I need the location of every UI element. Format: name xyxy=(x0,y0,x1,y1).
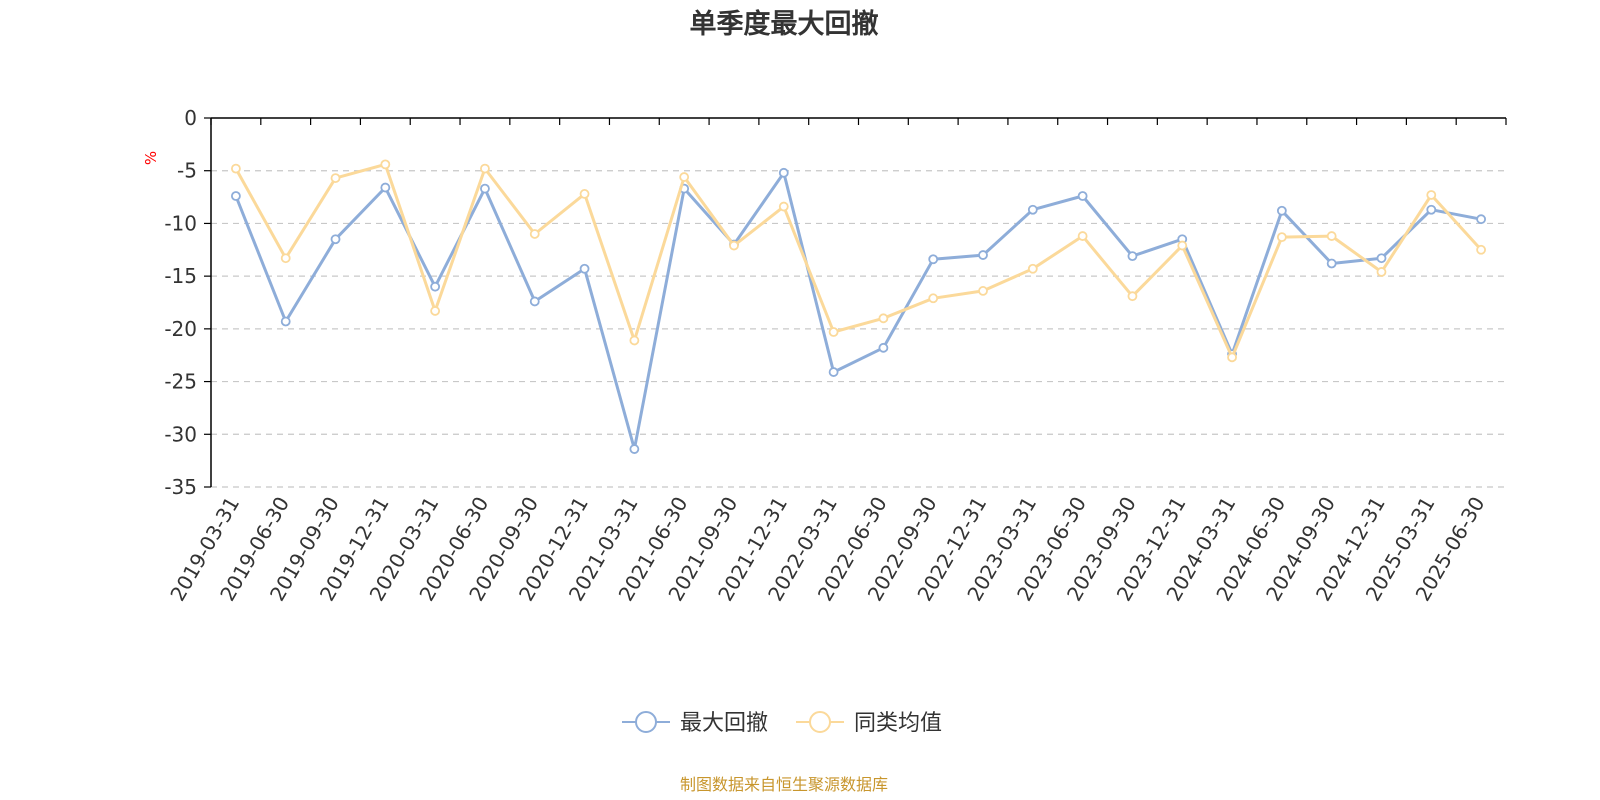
data-point[interactable] xyxy=(1426,204,1437,215)
series-lines xyxy=(231,159,1486,454)
legend-item[interactable]: 最大回撤 xyxy=(622,711,768,736)
source-note: 制图数据来自恒生聚源数据库 xyxy=(680,775,888,794)
data-point[interactable] xyxy=(1027,263,1038,274)
data-point[interactable] xyxy=(529,229,540,239)
data-point[interactable] xyxy=(1276,232,1287,243)
data-point[interactable] xyxy=(1027,204,1038,215)
data-point[interactable] xyxy=(430,281,441,292)
data-point[interactable] xyxy=(828,367,839,377)
axes xyxy=(210,117,1506,487)
data-point[interactable] xyxy=(280,253,291,264)
legend-label: 同类均值 xyxy=(854,711,942,736)
data-point[interactable] xyxy=(1476,214,1486,225)
series-line xyxy=(234,171,1482,451)
data-point[interactable] xyxy=(529,296,540,307)
y-tick-label: -20 xyxy=(164,317,197,341)
y-tick-label: -5 xyxy=(177,159,197,183)
data-point[interactable] xyxy=(1077,191,1088,201)
legend-marker xyxy=(635,711,657,733)
y-tick-label: -15 xyxy=(164,264,197,288)
legend-marker xyxy=(809,711,831,733)
data-point[interactable] xyxy=(380,182,391,193)
y-tick-label: -10 xyxy=(164,211,197,235)
data-point[interactable] xyxy=(1127,291,1138,302)
y-axis-ticks: 0 -5 -10 -15 -20 -25 -30 -35 xyxy=(164,106,211,499)
data-point[interactable] xyxy=(928,293,939,304)
chart-title: 单季度最大回撤 xyxy=(690,8,879,40)
y-tick-label: -25 xyxy=(164,370,197,394)
data-point[interactable] xyxy=(1077,231,1088,241)
data-point[interactable] xyxy=(330,173,341,183)
data-point[interactable] xyxy=(1376,267,1387,277)
data-point[interactable] xyxy=(978,286,988,296)
data-point[interactable] xyxy=(1276,205,1287,216)
data-point[interactable] xyxy=(878,342,889,353)
x-axis-ticks: 2019-03-312019-06-302019-09-302019-12-31… xyxy=(165,118,1507,605)
y-axis-unit-label: % xyxy=(142,151,160,165)
data-point[interactable] xyxy=(480,183,490,194)
data-point[interactable] xyxy=(1476,244,1486,255)
data-point[interactable] xyxy=(1326,231,1337,241)
series xyxy=(231,167,1486,454)
data-point[interactable] xyxy=(878,313,889,324)
grid-lines xyxy=(211,170,1506,488)
data-point[interactable] xyxy=(1227,352,1237,363)
data-point[interactable] xyxy=(579,189,590,199)
data-point[interactable] xyxy=(1177,240,1188,251)
y-tick-label: -30 xyxy=(164,422,197,446)
data-point[interactable] xyxy=(928,254,939,265)
data-point[interactable] xyxy=(330,234,341,245)
data-point[interactable] xyxy=(579,263,590,274)
data-point[interactable] xyxy=(778,167,789,178)
data-point[interactable] xyxy=(380,159,391,170)
data-point[interactable] xyxy=(1376,253,1387,264)
series xyxy=(231,159,1486,363)
data-point[interactable] xyxy=(978,250,988,260)
data-point[interactable] xyxy=(1127,251,1138,262)
legend-item[interactable]: 同类均值 xyxy=(796,711,942,736)
data-point[interactable] xyxy=(1426,190,1437,200)
data-point[interactable] xyxy=(231,191,241,201)
y-tick-label: -35 xyxy=(164,475,197,499)
data-point[interactable] xyxy=(629,444,640,454)
data-point[interactable] xyxy=(231,163,241,174)
y-tick-label: 0 xyxy=(184,106,197,130)
legend: 最大回撤 同类均值 xyxy=(622,711,942,736)
data-point[interactable] xyxy=(430,306,441,316)
data-point[interactable] xyxy=(280,316,291,327)
data-point[interactable] xyxy=(828,327,839,337)
legend-label: 最大回撤 xyxy=(680,711,768,736)
data-point[interactable] xyxy=(679,172,690,182)
data-point[interactable] xyxy=(1326,258,1337,269)
data-point[interactable] xyxy=(629,335,640,346)
series-line xyxy=(234,162,1483,359)
data-point[interactable] xyxy=(778,201,789,212)
data-point[interactable] xyxy=(729,240,739,251)
data-point[interactable] xyxy=(480,163,490,174)
